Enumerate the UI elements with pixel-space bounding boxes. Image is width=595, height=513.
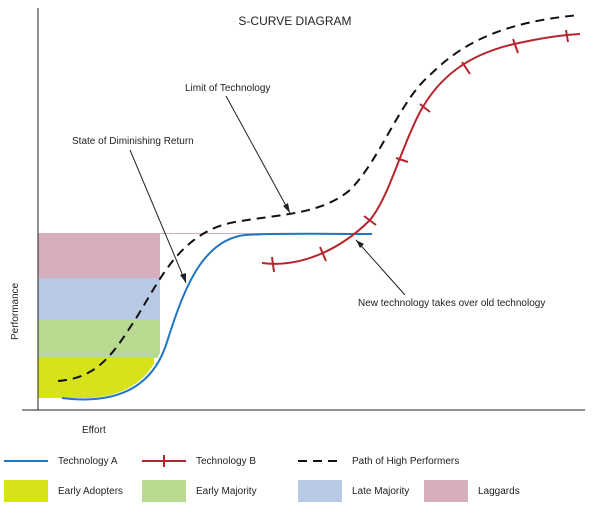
band-early-majority bbox=[38, 320, 168, 358]
x-axis-label: Effort bbox=[82, 425, 106, 436]
tech-b-tick bbox=[461, 61, 471, 75]
arrowhead-diminishing bbox=[180, 273, 186, 283]
tech-b-tick bbox=[565, 29, 569, 43]
arrowhead-takeover bbox=[356, 240, 364, 248]
legend-label: Late Majority bbox=[352, 485, 410, 497]
early-adopters-swatch bbox=[4, 480, 48, 502]
legend-label: Laggards bbox=[478, 485, 520, 497]
arrowhead-limit bbox=[283, 203, 290, 213]
early-majority-swatch bbox=[142, 480, 186, 502]
technology-a-line-icon bbox=[4, 460, 48, 462]
legend-early-adopters: Early Adopters bbox=[4, 480, 123, 502]
laggards-swatch bbox=[424, 480, 468, 502]
technology-b-line-icon bbox=[142, 455, 186, 467]
technology-b-curve bbox=[261, 33, 581, 265]
high-performers-curve bbox=[57, 14, 581, 382]
legend-late-majority: Late Majority bbox=[298, 480, 409, 502]
legend-technology-b: Technology B bbox=[142, 454, 256, 468]
late-majority-swatch bbox=[298, 480, 342, 502]
annotation-limit: Limit of Technology bbox=[185, 83, 270, 94]
annotation-takeover: New technology takes over old technology bbox=[358, 298, 545, 309]
tech-b-tick bbox=[363, 215, 377, 226]
tech-b-tick bbox=[319, 246, 327, 262]
arrow-diminishing bbox=[129, 149, 187, 284]
legend-laggards: Laggards bbox=[424, 480, 520, 502]
legend-label: Path of High Performers bbox=[352, 455, 460, 467]
band-mask-lower bbox=[155, 340, 300, 398]
technology-b-ticks bbox=[271, 29, 569, 273]
tech-b-tick bbox=[512, 38, 519, 54]
tech-b-tick bbox=[395, 157, 409, 163]
legend-label: Early Majority bbox=[196, 485, 257, 497]
legend-label: Technology A bbox=[58, 455, 118, 467]
dashed-line-icon bbox=[298, 460, 342, 462]
legend-high-performers: Path of High Performers bbox=[298, 454, 459, 468]
arrow-takeover bbox=[355, 239, 406, 296]
legend-early-majority: Early Majority bbox=[142, 480, 257, 502]
legend-label: Technology B bbox=[196, 455, 257, 467]
tech-b-tick bbox=[271, 256, 275, 273]
tech-b-tick bbox=[419, 103, 431, 113]
diagram-title: S-CURVE DIAGRAM bbox=[238, 14, 351, 28]
legend-label: Early Adopters bbox=[58, 485, 124, 497]
y-axis-label: Performance bbox=[10, 282, 21, 340]
annotation-diminishing: State of Diminishing Return bbox=[72, 136, 194, 147]
legend: Technology A Technology B Path of High P… bbox=[0, 440, 595, 513]
legend-technology-a: Technology A bbox=[4, 454, 118, 468]
technology-a-curve bbox=[61, 232, 373, 401]
arrow-limit bbox=[225, 95, 291, 214]
